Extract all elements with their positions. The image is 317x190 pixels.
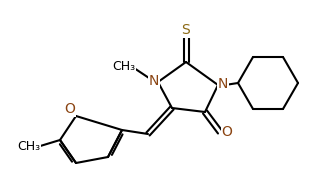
Text: O: O <box>222 125 232 139</box>
Text: CH₃: CH₃ <box>113 59 136 73</box>
Text: S: S <box>182 23 191 37</box>
Text: N: N <box>149 74 159 88</box>
Text: N: N <box>218 77 228 91</box>
Text: O: O <box>65 102 75 116</box>
Text: CH₃: CH₃ <box>17 140 41 154</box>
